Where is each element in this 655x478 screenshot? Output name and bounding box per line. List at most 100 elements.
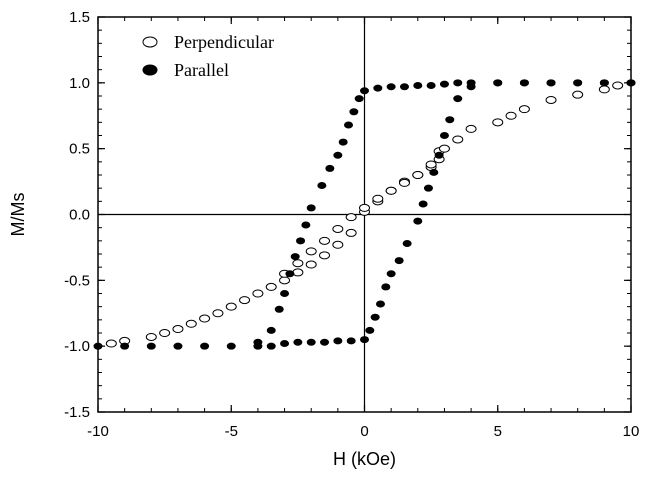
perpendicular-point: [345, 213, 357, 222]
parallel-point: [370, 313, 380, 321]
parallel-point: [386, 270, 396, 278]
perpendicular-point: [505, 111, 517, 120]
parallel-point: [266, 326, 276, 334]
perpendicular-point: [345, 228, 357, 237]
parallel-point: [365, 326, 375, 334]
parallel-point: [253, 338, 263, 346]
perpendicular-point: [372, 194, 384, 203]
parallel-point: [306, 204, 316, 212]
parallel-point: [301, 221, 311, 229]
parallel-point: [120, 342, 130, 350]
perpendicular-point: [492, 118, 504, 127]
perpendicular-point: [612, 81, 624, 90]
perpendicular-point: [398, 178, 410, 187]
x-tick-label: -10: [87, 423, 109, 440]
parallel-point: [373, 84, 383, 92]
perpendicular-point: [305, 260, 317, 269]
perpendicular-point: [185, 319, 197, 328]
y-tick-label: 1.5: [69, 9, 90, 26]
parallel-point: [226, 342, 236, 350]
y-tick-label: -1.0: [64, 338, 90, 355]
x-tick-label: -5: [225, 423, 238, 440]
parallel-point: [280, 340, 290, 348]
perpendicular-point: [305, 247, 317, 256]
parallel-point: [285, 270, 295, 278]
perpendicular-point: [172, 325, 184, 334]
x-axis-title: H (kOe): [333, 449, 396, 469]
parallel-point: [293, 338, 303, 346]
parallel-point: [349, 108, 359, 116]
parallel-point: [290, 253, 300, 261]
perpendicular-point: [425, 160, 437, 169]
parallel-point: [519, 79, 529, 87]
parallel-point: [296, 237, 306, 245]
parallel-point: [546, 79, 556, 87]
perpendicular-point: [239, 296, 251, 305]
parallel-point: [426, 81, 436, 89]
parallel-point: [173, 342, 183, 350]
parallel-point: [317, 182, 327, 190]
perpendicular-point: [159, 329, 171, 337]
perpendicular-point: [438, 144, 450, 153]
perpendicular-point: [412, 171, 424, 179]
parallel-point: [386, 83, 396, 91]
perpendicular-point: [545, 95, 557, 104]
parallel-point: [354, 95, 364, 103]
perpendicular-point: [465, 124, 477, 133]
x-tick-label: 5: [494, 423, 502, 440]
legend: Perpendicular Parallel: [142, 32, 274, 80]
perpendicular-point: [212, 309, 224, 318]
parallel-point: [333, 337, 343, 345]
x-tick-label: 10: [623, 423, 640, 440]
legend-symbol-parallel: [142, 64, 158, 76]
parallel-point: [333, 151, 343, 159]
parallel-point: [280, 290, 290, 297]
perpendicular-point: [145, 332, 157, 341]
perpendicular-point: [385, 186, 397, 195]
parallel-point: [93, 342, 103, 350]
perpendicular-point: [598, 85, 610, 94]
y-tick-label: 0.5: [69, 141, 90, 158]
perpendicular-point: [199, 314, 211, 323]
y-tick-label: 1.0: [69, 75, 90, 92]
perpendicular-point: [252, 289, 264, 298]
perpendicular-point: [452, 135, 464, 144]
perpendicular-point: [332, 224, 344, 233]
legend-label-parallel: Parallel: [174, 60, 229, 80]
perpendicular-point: [359, 203, 370, 212]
perpendicular-point: [105, 339, 117, 348]
perpendicular-point: [265, 282, 277, 291]
parallel-point: [573, 79, 583, 87]
parallel-point: [381, 283, 391, 291]
parallel-point: [434, 151, 444, 159]
perpendicular-point: [292, 268, 304, 277]
parallel-point: [399, 83, 409, 91]
x-tick-label: 0: [360, 423, 368, 440]
axis-ticks: [97, 16, 632, 413]
perpendicular-point: [332, 240, 344, 249]
parallel-point: [413, 217, 423, 225]
parallel-point: [423, 184, 433, 192]
perpendicular-point: [225, 302, 237, 311]
perpendicular-point: [518, 105, 530, 114]
parallel-point: [146, 342, 156, 350]
parallel-point: [375, 300, 385, 308]
parallel-point: [626, 79, 636, 87]
parallel-point: [413, 81, 423, 89]
parallel-point: [346, 337, 356, 345]
parallel-point: [306, 338, 316, 346]
perpendicular-point: [292, 259, 304, 268]
parallel-point: [466, 79, 476, 87]
parallel-point: [453, 79, 463, 87]
parallel-point: [274, 305, 284, 313]
parallel-point: [266, 342, 276, 350]
perpendicular-point: [572, 90, 584, 99]
parallel-point: [599, 79, 609, 87]
y-tick-label: 0.0: [69, 207, 90, 224]
tick-labels: -10 -5 0 5 10 -1.5 -1.0 -0.5 0.0 0.5 1.0 1.5: [64, 9, 639, 440]
parallel-point: [418, 200, 428, 208]
parallel-point: [429, 168, 439, 176]
plot-area: [93, 16, 636, 413]
parallel-point: [344, 121, 354, 129]
